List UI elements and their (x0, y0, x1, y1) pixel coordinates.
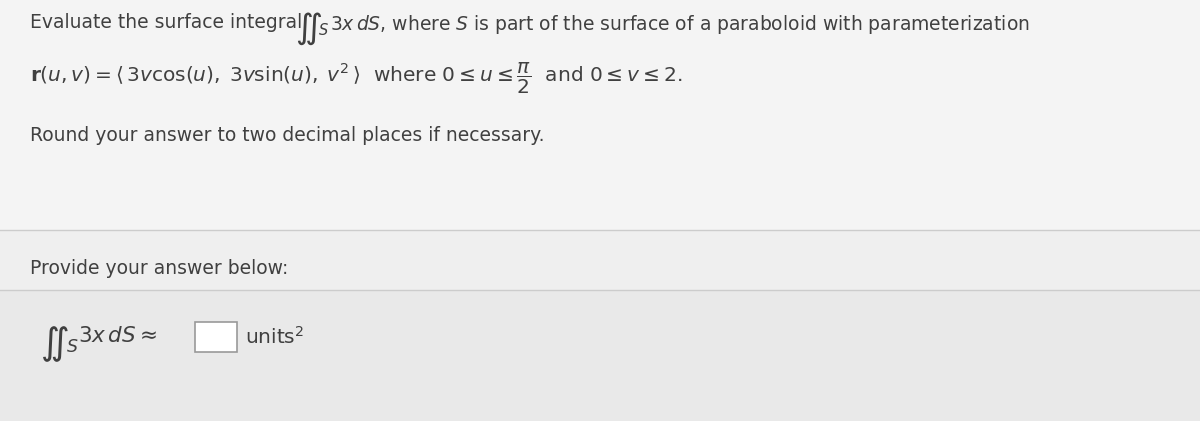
Bar (194, 322, 238, 352)
Text: $\mathbf{r}(u, v) = \langle\,3v\cos(u),\;3v\sin(u),\;v^2\,\rangle$  where $0 \le: $\mathbf{r}(u, v) = \langle\,3v\cos(u),\… (30, 61, 683, 96)
Text: Round your answer to two decimal places if necessary.: Round your answer to two decimal places … (30, 126, 545, 145)
Bar (0, 290, 1200, 421)
Text: $3x\,dS \approx$: $3x\,dS \approx$ (78, 326, 157, 346)
Text: $S$: $S$ (66, 338, 78, 356)
Text: Provide your answer below:: Provide your answer below: (30, 259, 288, 278)
Text: Evaluate the surface integral: Evaluate the surface integral (30, 13, 302, 32)
Text: $\!\!S$: $\!\!S$ (319, 22, 330, 38)
Bar (0, 230, 1200, 290)
Text: $\iint$: $\iint$ (295, 11, 322, 48)
Text: $3x\,dS$, where $S$ is part of the surface of a paraboloid with parameterization: $3x\,dS$, where $S$ is part of the surfa… (330, 13, 1030, 36)
Text: units$^2$: units$^2$ (245, 326, 304, 348)
Text: $\iint$: $\iint$ (40, 324, 68, 364)
Bar (0, 0, 1200, 230)
